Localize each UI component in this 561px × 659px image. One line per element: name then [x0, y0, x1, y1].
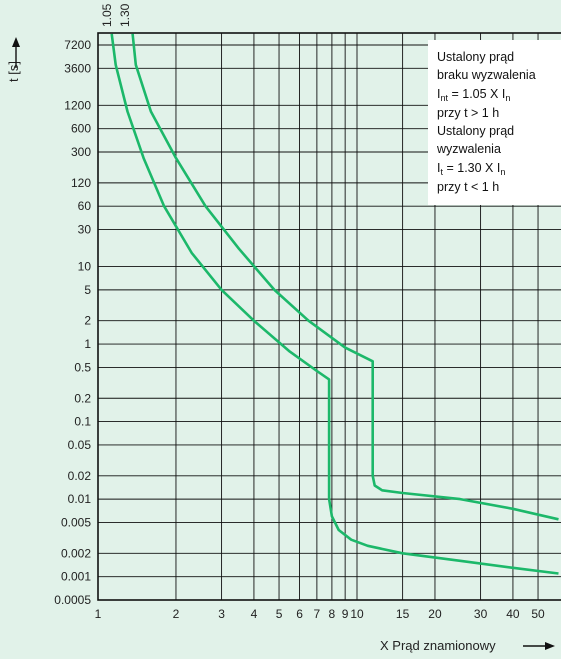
y-tick-label: 1200: [64, 98, 91, 112]
x-tick-label: 15: [396, 607, 410, 621]
y-tick-label: 2: [84, 314, 91, 328]
curves: [110, 33, 559, 575]
x-axis-arrow: [523, 642, 555, 650]
annotation-text: Ustalony prąd braku wyzwalenia Int = 1.0…: [436, 50, 536, 194]
y-tick-label: 600: [71, 122, 91, 136]
x-tick-label: 10: [350, 607, 364, 621]
y-tick-label: 0.005: [61, 515, 91, 529]
x-tick-label: 40: [506, 607, 520, 621]
x-axis-label: X Prąd znamionowy: [380, 638, 496, 653]
x-tick-label: 5: [276, 607, 283, 621]
y-axis-label: t [s]: [6, 61, 21, 82]
y-tick-label: 0.001: [61, 570, 91, 584]
curve-label-1-30: 1.30: [118, 3, 132, 27]
y-tick-label: 120: [71, 176, 91, 190]
x-tick-label: 1: [95, 607, 102, 621]
y-tick-label: 7200: [64, 38, 91, 52]
x-tick-label: 9: [342, 607, 349, 621]
x-tick-label: 6: [296, 607, 303, 621]
annotation-line-6: wyzwalenia: [436, 142, 501, 156]
annotation-line-8: przy t < 1 h: [437, 180, 499, 194]
y-axis-arrow: [12, 37, 20, 68]
x-tick-label: 50: [531, 607, 545, 621]
y-tick-label: 10: [78, 260, 92, 274]
annotation-line-3: Int = 1.05 X In: [437, 87, 510, 103]
y-tick-label: 0.5: [74, 360, 91, 374]
annotation-line-7: It = 1.30 X In: [437, 161, 505, 177]
plot-frame: [97, 32, 561, 601]
y-tick-label: 300: [71, 145, 91, 159]
y-tick-label: 0.2: [74, 391, 91, 405]
y-tick-label: 0.002: [61, 546, 91, 560]
y-tick-label: 30: [78, 223, 92, 237]
y-tick-labels: 7200 3600 1200 600 300 120 60 30 10 5 2 1 0.5 0.2 0.1 0…: [54, 38, 91, 607]
y-tick-label: 0.1: [74, 415, 91, 429]
x-tick-label: 2: [173, 607, 180, 621]
x-tick-label: 4: [251, 607, 258, 621]
y-tick-label: 3600: [64, 61, 91, 75]
x-tick-label: 30: [474, 607, 488, 621]
annotation-line-4: przy t > 1 h: [437, 106, 499, 120]
x-tick-label: 8: [329, 607, 336, 621]
curve-1-05: [110, 33, 559, 575]
y-tick-label: 0.02: [68, 469, 92, 483]
y-tick-label: 60: [78, 199, 92, 213]
x-tick-label: 3: [218, 607, 225, 621]
annotation-background: [428, 40, 561, 205]
y-tick-label: 0.0005: [54, 593, 91, 607]
y-tick-label: 0.01: [68, 492, 92, 506]
x-tick-label: 7: [314, 607, 321, 621]
annotation-line-1: Ustalony prąd: [437, 50, 514, 64]
x-tick-label: 20: [428, 607, 442, 621]
x-tick-labels: 1 2 3 4 5 6 7 8 9 10 15 20 30 40 50: [95, 607, 545, 621]
curve-1-30: [131, 33, 559, 521]
curve-label-1-05: 1.05: [100, 3, 114, 27]
y-tick-label: 5: [84, 283, 91, 297]
annotation-line-2: braku wyzwalenia: [437, 68, 536, 82]
y-tick-label: 0.05: [68, 438, 92, 452]
annotation-line-5: Ustalony prąd: [437, 124, 514, 138]
y-tick-label: 1: [84, 337, 91, 351]
